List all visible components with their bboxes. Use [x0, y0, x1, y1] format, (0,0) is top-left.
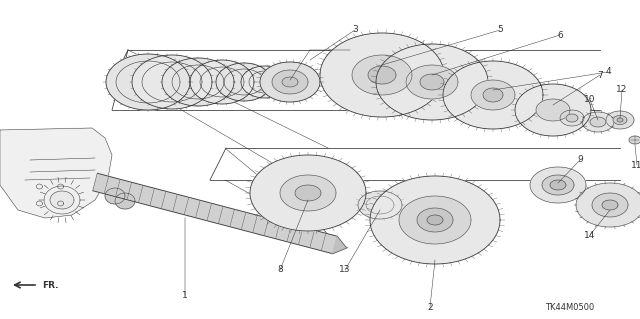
Polygon shape — [592, 193, 628, 217]
Polygon shape — [282, 77, 298, 87]
Text: 13: 13 — [339, 265, 351, 275]
Polygon shape — [115, 193, 135, 209]
Text: 2: 2 — [427, 302, 433, 311]
Polygon shape — [106, 54, 190, 110]
Polygon shape — [93, 173, 337, 254]
Text: 9: 9 — [577, 155, 583, 165]
Polygon shape — [550, 180, 566, 190]
Text: 11: 11 — [631, 160, 640, 169]
Polygon shape — [515, 84, 591, 136]
Polygon shape — [216, 63, 272, 101]
Text: 10: 10 — [584, 95, 596, 105]
Polygon shape — [443, 61, 543, 129]
Polygon shape — [420, 74, 444, 90]
Text: 3: 3 — [352, 26, 358, 34]
Polygon shape — [280, 175, 336, 211]
Polygon shape — [590, 117, 606, 127]
Polygon shape — [560, 110, 584, 126]
Polygon shape — [406, 65, 458, 99]
Polygon shape — [333, 236, 347, 254]
Polygon shape — [320, 33, 444, 117]
Text: 1: 1 — [182, 291, 188, 300]
Polygon shape — [629, 136, 640, 144]
Polygon shape — [606, 111, 634, 129]
Text: TK44M0500: TK44M0500 — [545, 303, 595, 313]
Polygon shape — [376, 44, 488, 120]
Polygon shape — [352, 55, 412, 95]
Polygon shape — [483, 88, 503, 102]
Polygon shape — [162, 58, 234, 106]
Polygon shape — [617, 118, 623, 122]
Polygon shape — [536, 99, 570, 121]
Text: 12: 12 — [616, 85, 628, 94]
Text: 5: 5 — [497, 26, 503, 34]
Polygon shape — [417, 208, 453, 232]
Polygon shape — [368, 66, 396, 84]
Text: 8: 8 — [277, 265, 283, 275]
Polygon shape — [427, 215, 443, 225]
Polygon shape — [358, 191, 402, 219]
Polygon shape — [613, 115, 627, 124]
Polygon shape — [105, 188, 125, 204]
Polygon shape — [471, 80, 515, 110]
Polygon shape — [250, 155, 366, 231]
Polygon shape — [50, 191, 74, 209]
Polygon shape — [566, 114, 578, 122]
Polygon shape — [542, 175, 574, 195]
Text: 7: 7 — [597, 70, 603, 79]
Polygon shape — [576, 183, 640, 227]
Polygon shape — [370, 176, 500, 264]
Text: FR.: FR. — [42, 280, 58, 290]
Polygon shape — [190, 60, 254, 104]
Polygon shape — [530, 167, 586, 203]
Polygon shape — [399, 196, 471, 244]
Polygon shape — [272, 70, 308, 94]
Polygon shape — [582, 112, 614, 132]
Polygon shape — [132, 55, 212, 109]
Polygon shape — [241, 66, 289, 98]
Polygon shape — [602, 200, 618, 210]
Polygon shape — [260, 62, 320, 102]
Text: 14: 14 — [584, 231, 596, 240]
Polygon shape — [0, 128, 112, 218]
Polygon shape — [295, 185, 321, 201]
Text: 6: 6 — [557, 31, 563, 40]
Text: 4: 4 — [605, 68, 611, 77]
